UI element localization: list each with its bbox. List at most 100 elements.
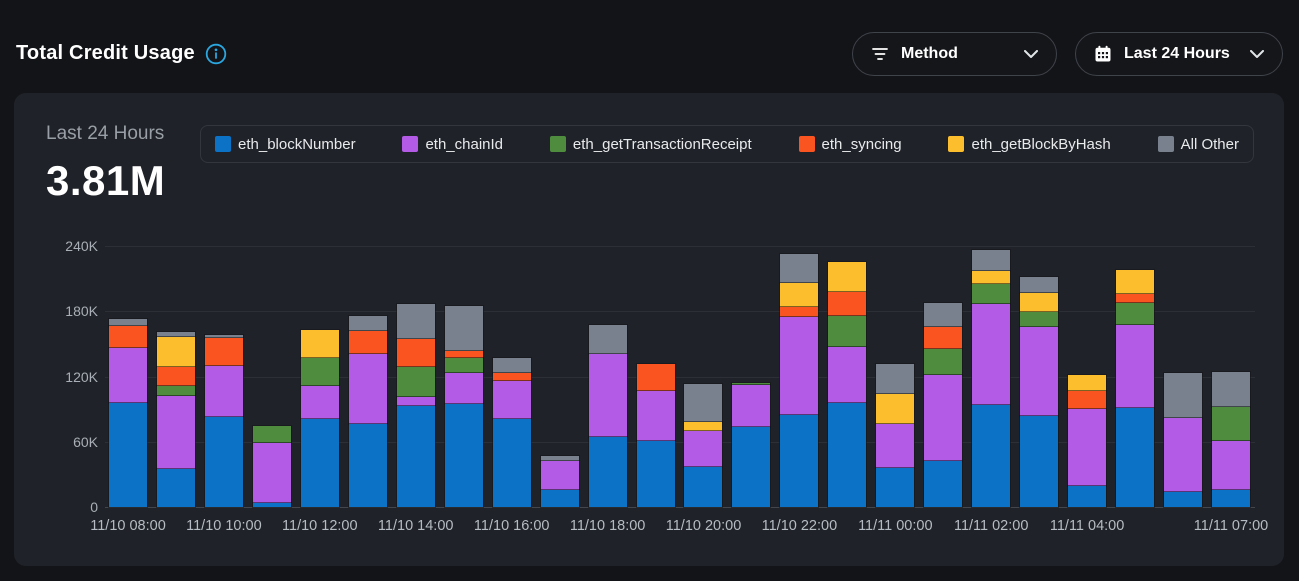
bar-11-11-01-00 [924, 302, 963, 507]
y-axis-labels: 0 60K 120K 180K 240K [14, 238, 98, 515]
legend-swatch-icon [549, 136, 566, 152]
y-tick-label: 60K [73, 433, 98, 450]
bar-11-11-00-00 [876, 363, 915, 507]
legend-label: eth_syncing [821, 135, 902, 153]
bar-segment [348, 353, 387, 425]
legend-item[interactable]: eth_blockNumber [215, 136, 356, 153]
bar-segment [828, 315, 867, 348]
bar-segment [156, 396, 195, 469]
bar-segment [636, 440, 675, 507]
bar-segment [588, 437, 627, 507]
legend-item[interactable]: All Other [1157, 136, 1239, 153]
bar-segment [780, 306, 819, 317]
bar-segment [1116, 325, 1155, 408]
bar-segment [204, 416, 243, 507]
page-title: Total Credit Usage [16, 42, 195, 64]
bar-11-10-23-00 [828, 262, 867, 507]
legend-swatch-icon [948, 136, 965, 152]
bar-segment [588, 325, 627, 354]
bar-segment [204, 335, 243, 339]
bar-segment [780, 283, 819, 307]
gridline [105, 376, 1255, 378]
bar-segment [492, 373, 531, 381]
bar-segment [1068, 390, 1107, 410]
bar-segment [1068, 486, 1107, 507]
legend-item[interactable]: eth_chainId [402, 136, 503, 153]
bar-segment [1212, 407, 1250, 441]
bar-11-10-19-00 [636, 363, 675, 507]
bar-11-10-11-00 [252, 425, 291, 507]
period-label: Last 24 Hours [46, 123, 165, 144]
bar-segment [732, 383, 771, 386]
bar-segment [924, 375, 963, 462]
legend-item[interactable]: eth_getTransactionReceipt [549, 136, 752, 153]
y-tick-label: 240K [65, 238, 98, 254]
bar-segment [156, 386, 195, 397]
x-tick-label: 11/10 22:00 [761, 518, 838, 534]
bar-11-10-09-00 [156, 331, 195, 507]
bar-segment [156, 337, 195, 367]
bar-segment [444, 358, 483, 374]
bar-segment [684, 384, 723, 423]
bar-segment [109, 318, 147, 327]
x-tick-label: 11/11 07:00 [1193, 518, 1269, 534]
legend-item[interactable]: eth_syncing [798, 135, 902, 153]
bar-11-10-18-00 [588, 325, 627, 507]
x-tick-label: 11/10 16:00 [473, 518, 550, 534]
method-filter-label: Method [901, 44, 958, 62]
bar-segment [924, 326, 963, 350]
bar-segment [732, 426, 771, 507]
bar-segment [972, 284, 1011, 304]
bar-segment [348, 330, 387, 354]
bar-segment [1068, 409, 1107, 487]
bar-segment [444, 305, 483, 351]
bar-segment [684, 430, 723, 467]
legend-item[interactable]: eth_getBlockByHash [948, 136, 1111, 153]
bar-segment [972, 271, 1011, 285]
bar-segment [876, 394, 915, 425]
bar-segment [732, 385, 771, 427]
legend-swatch-icon [215, 136, 231, 152]
bar-segment [1020, 312, 1059, 327]
x-tick-label: 11/10 20:00 [665, 518, 742, 534]
bar-11-10-16-00 [492, 358, 531, 507]
bar-segment [252, 442, 291, 503]
info-icon[interactable] [205, 43, 227, 65]
bar-segment [444, 350, 483, 359]
legend-swatch-icon [798, 136, 815, 152]
bar-11-11-03-00 [1020, 276, 1059, 507]
chevron-down-icon [1250, 49, 1264, 58]
bar-segment [924, 349, 963, 376]
bar-segment [876, 363, 915, 395]
chevron-down-icon [1024, 49, 1038, 58]
bar-segment [876, 424, 915, 468]
x-tick-label: 11/11 04:00 [1049, 518, 1125, 534]
legend-swatch-icon [1157, 136, 1174, 152]
usage-panel: Last 24 Hours 3.81M eth_blockNumber eth_c… [14, 93, 1284, 566]
bar-segment [1164, 373, 1203, 418]
bar-segment [1212, 372, 1250, 408]
bar-11-10-12-00 [300, 329, 339, 507]
bar-segment [780, 414, 819, 507]
legend-label: eth_chainId [425, 135, 504, 153]
x-tick-label: 11/11 00:00 [858, 518, 933, 534]
bar-11-10-17-00 [540, 455, 579, 507]
bar-11-10-22-00 [780, 253, 819, 507]
bar-segment [636, 390, 675, 441]
bar-segment [972, 250, 1011, 272]
bar-11-10-15-00 [444, 305, 483, 507]
bar-segment [780, 253, 819, 284]
method-filter-dropdown[interactable]: Method [852, 31, 1057, 76]
time-range-dropdown[interactable]: Last 24 Hours [1075, 31, 1283, 76]
bar-segment [972, 404, 1011, 507]
bar-segment [924, 461, 963, 507]
bar-segment [636, 363, 675, 391]
bar-segment [444, 373, 483, 404]
plot-area [105, 246, 1255, 508]
bar-segment [396, 405, 435, 507]
chart-legend: eth_blockNumber eth_chainId eth_getTransac… [200, 125, 1254, 163]
bar-segment [396, 338, 435, 367]
bar-segment [1116, 293, 1155, 303]
x-tick-label: 11/10 08:00 [90, 518, 166, 534]
bar-segment [396, 397, 435, 406]
